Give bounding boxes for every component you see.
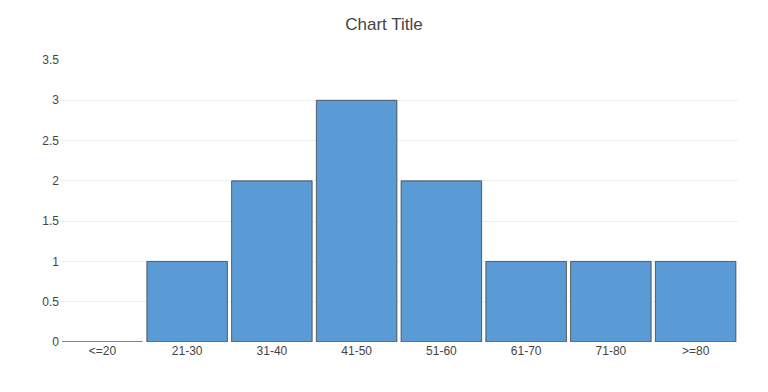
svg-text:1.5: 1.5 xyxy=(42,214,59,228)
svg-text:3.5: 3.5 xyxy=(42,53,59,67)
svg-text:0.5: 0.5 xyxy=(42,295,59,309)
svg-text:<=20: <=20 xyxy=(89,344,117,358)
svg-text:2: 2 xyxy=(52,174,59,188)
svg-text:>=80: >=80 xyxy=(682,344,710,358)
svg-text:61-70: 61-70 xyxy=(511,344,542,358)
svg-text:51-60: 51-60 xyxy=(426,344,457,358)
svg-text:21-30: 21-30 xyxy=(172,344,203,358)
svg-text:1: 1 xyxy=(52,255,59,269)
svg-text:71-80: 71-80 xyxy=(596,344,627,358)
svg-text:0: 0 xyxy=(52,335,59,349)
svg-text:3: 3 xyxy=(52,93,59,107)
svg-text:2.5: 2.5 xyxy=(42,134,59,148)
svg-text:31-40: 31-40 xyxy=(257,344,288,358)
svg-text:41-50: 41-50 xyxy=(341,344,372,358)
svg-text:Chart Title: Chart Title xyxy=(345,15,422,34)
